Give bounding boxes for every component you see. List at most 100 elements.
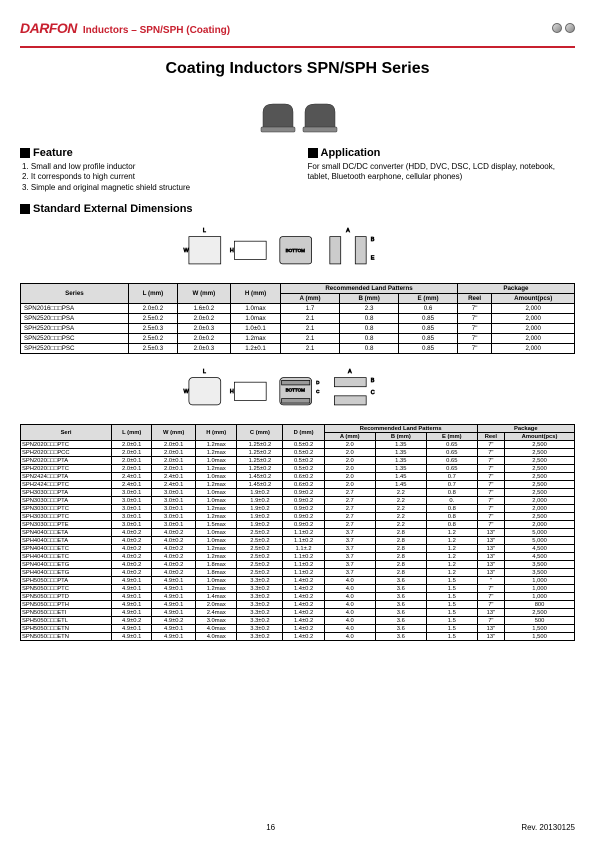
cell-a: 2.7 <box>324 489 375 497</box>
cell-d: 0.5±0.2 <box>283 449 324 457</box>
cell-l: 2.5±0.2 <box>128 314 177 324</box>
cell-h: 1.0max <box>196 577 237 585</box>
cell-d: 0.5±0.2 <box>283 441 324 449</box>
cell-d: 1.1±0.2 <box>283 529 324 537</box>
dimension-diagram-icon: L W H BOTTOM D C A B C <box>168 364 428 414</box>
cell-h: 1.2max <box>196 449 237 457</box>
cell-h: 1.0max <box>196 497 237 505</box>
cell-l: 4.9±0.1 <box>112 609 152 617</box>
cell-series: SPN2520□□□PSA <box>21 314 129 324</box>
cell-b: 3.6 <box>375 625 426 633</box>
svg-text:W: W <box>183 248 189 254</box>
cell-h: 1.2max <box>230 334 280 344</box>
cell-series: SPH4040□□□ETA <box>21 537 112 545</box>
cell-reel: 7" <box>457 334 492 344</box>
cell-w: 3.0±0.1 <box>152 489 196 497</box>
cell-w: 3.0±0.1 <box>152 505 196 513</box>
cell-series: SPN5050□□□PTH <box>21 601 112 609</box>
table-row: SPH5050□□□ETN 4.9±0.1 4.9±0.1 4.0max 3.3… <box>21 625 575 633</box>
logo-row: DARFON Inductors – SPN/SPH (Coating) <box>20 20 230 36</box>
cell-amount: 5,000 <box>505 529 575 537</box>
cell-reel: 7" <box>477 489 504 497</box>
table-row: SPN2424□□□PTA 2.4±0.1 2.4±0.1 1.0max 1.4… <box>21 473 575 481</box>
dimensions-table-2: Seri L (mm) W (mm) H (mm) C (mm) D (mm) … <box>20 424 575 641</box>
revision: Rev. 20130125 <box>521 823 575 832</box>
th-l: L (mm) <box>112 425 152 441</box>
svg-text:H: H <box>229 248 233 254</box>
feature-item: 2. It corresponds to high current <box>22 172 288 182</box>
cell-amount: 1,500 <box>505 633 575 641</box>
cell-h: 1.2max <box>196 545 237 553</box>
cell-h: 1.2max <box>196 505 237 513</box>
cell-b: 3.6 <box>375 601 426 609</box>
cell-b: 3.6 <box>375 593 426 601</box>
cell-a: 4.0 <box>324 633 375 641</box>
table-row: SPN5050□□□ETN 4.9±0.1 4.9±0.1 4.0max 3.3… <box>21 633 575 641</box>
cell-h: 4.0max <box>196 633 237 641</box>
cell-reel: 7" <box>457 304 492 314</box>
svg-text:E: E <box>370 256 374 262</box>
cell-amount: 1,500 <box>505 625 575 633</box>
cell-a: 2.7 <box>324 497 375 505</box>
header-title: Inductors – SPN/SPH (Coating) <box>83 25 230 36</box>
cell-w: 2.0±0.1 <box>152 457 196 465</box>
th-b: B (mm) <box>339 294 398 304</box>
cell-a: 3.7 <box>324 537 375 545</box>
cell-reel: 7" <box>477 505 504 513</box>
cell-w: 2.0±0.3 <box>177 344 230 354</box>
table-row: SPN4040□□□ETG 4.0±0.2 4.0±0.2 1.8max 2.5… <box>21 561 575 569</box>
cell-series: SPH2424□□□PTC <box>21 481 112 489</box>
cell-b: 2.2 <box>375 489 426 497</box>
cell-c: 1.25±0.2 <box>237 441 283 449</box>
table-row: SPN3030□□□PTC 3.0±0.1 3.0±0.1 1.2max 1.9… <box>21 505 575 513</box>
cell-h: 1.2max <box>196 553 237 561</box>
cell-series: SPN5050□□□PTD <box>21 593 112 601</box>
cell-b: 2.8 <box>375 569 426 577</box>
cell-c: 3.3±0.2 <box>237 585 283 593</box>
page-title: Coating Inductors SPN/SPH Series <box>20 60 575 78</box>
cell-c: 2.5±0.2 <box>237 537 283 545</box>
dimension-diagram-1: L W H BOTTOM A B E <box>20 223 575 275</box>
cell-b: 1.45 <box>375 481 426 489</box>
cell-l: 4.0±0.2 <box>112 569 152 577</box>
cell-l: 4.9±0.2 <box>112 617 152 625</box>
cell-w: 4.9±0.1 <box>152 601 196 609</box>
cell-h: 1.0max <box>230 314 280 324</box>
cell-reel: 13" <box>477 561 504 569</box>
cell-b: 2.2 <box>375 497 426 505</box>
cell-e: 0.7 <box>426 481 477 489</box>
cell-a: 2.7 <box>324 513 375 521</box>
cell-a: 4.0 <box>324 593 375 601</box>
cell-h: 1.0max <box>196 529 237 537</box>
header-divider <box>20 46 575 48</box>
cell-reel: 13" <box>477 529 504 537</box>
cell-c: 1.25±0.2 <box>237 465 283 473</box>
table-row: SPN2020□□□PTC 2.0±0.1 2.0±0.1 1.2max 1.2… <box>21 441 575 449</box>
footer: 16 Rev. 20130125 <box>20 823 575 832</box>
cell-b: 3.6 <box>375 585 426 593</box>
cell-w: 2.0±0.3 <box>177 324 230 334</box>
cell-d: 0.6±0.2 <box>283 481 324 489</box>
cell-c: 2.5±0.2 <box>237 561 283 569</box>
cell-w: 1.6±0.2 <box>177 304 230 314</box>
svg-text:C: C <box>316 389 320 394</box>
cell-w: 2.0±0.1 <box>152 465 196 473</box>
cell-e: 0.8 <box>426 521 477 529</box>
cell-a: 3.7 <box>324 553 375 561</box>
cell-amount: 2,000 <box>492 324 575 334</box>
cell-d: 1.1±0.2 <box>283 553 324 561</box>
table-row: SPN2520□□□PSC 2.5±0.2 2.0±0.2 1.2max 2.1… <box>21 334 575 344</box>
table-row: SPH4040□□□ETA 4.0±0.2 4.0±0.2 1.0max 2.5… <box>21 537 575 545</box>
svg-text:B: B <box>370 237 374 243</box>
cell-e: 0.65 <box>426 441 477 449</box>
cell-h: 1.8max <box>196 569 237 577</box>
cell-h: 1.0max <box>196 489 237 497</box>
cell-series: SPN2424□□□PTA <box>21 473 112 481</box>
cell-d: 1.1±0.2 <box>283 537 324 545</box>
cell-a: 2.0 <box>324 457 375 465</box>
cell-w: 4.9±0.2 <box>152 617 196 625</box>
cell-amount: 4,500 <box>505 545 575 553</box>
cell-e: 0.7 <box>426 473 477 481</box>
cell-series: SPH2020□□□PCC <box>21 449 112 457</box>
cell-amount: 1,000 <box>505 577 575 585</box>
